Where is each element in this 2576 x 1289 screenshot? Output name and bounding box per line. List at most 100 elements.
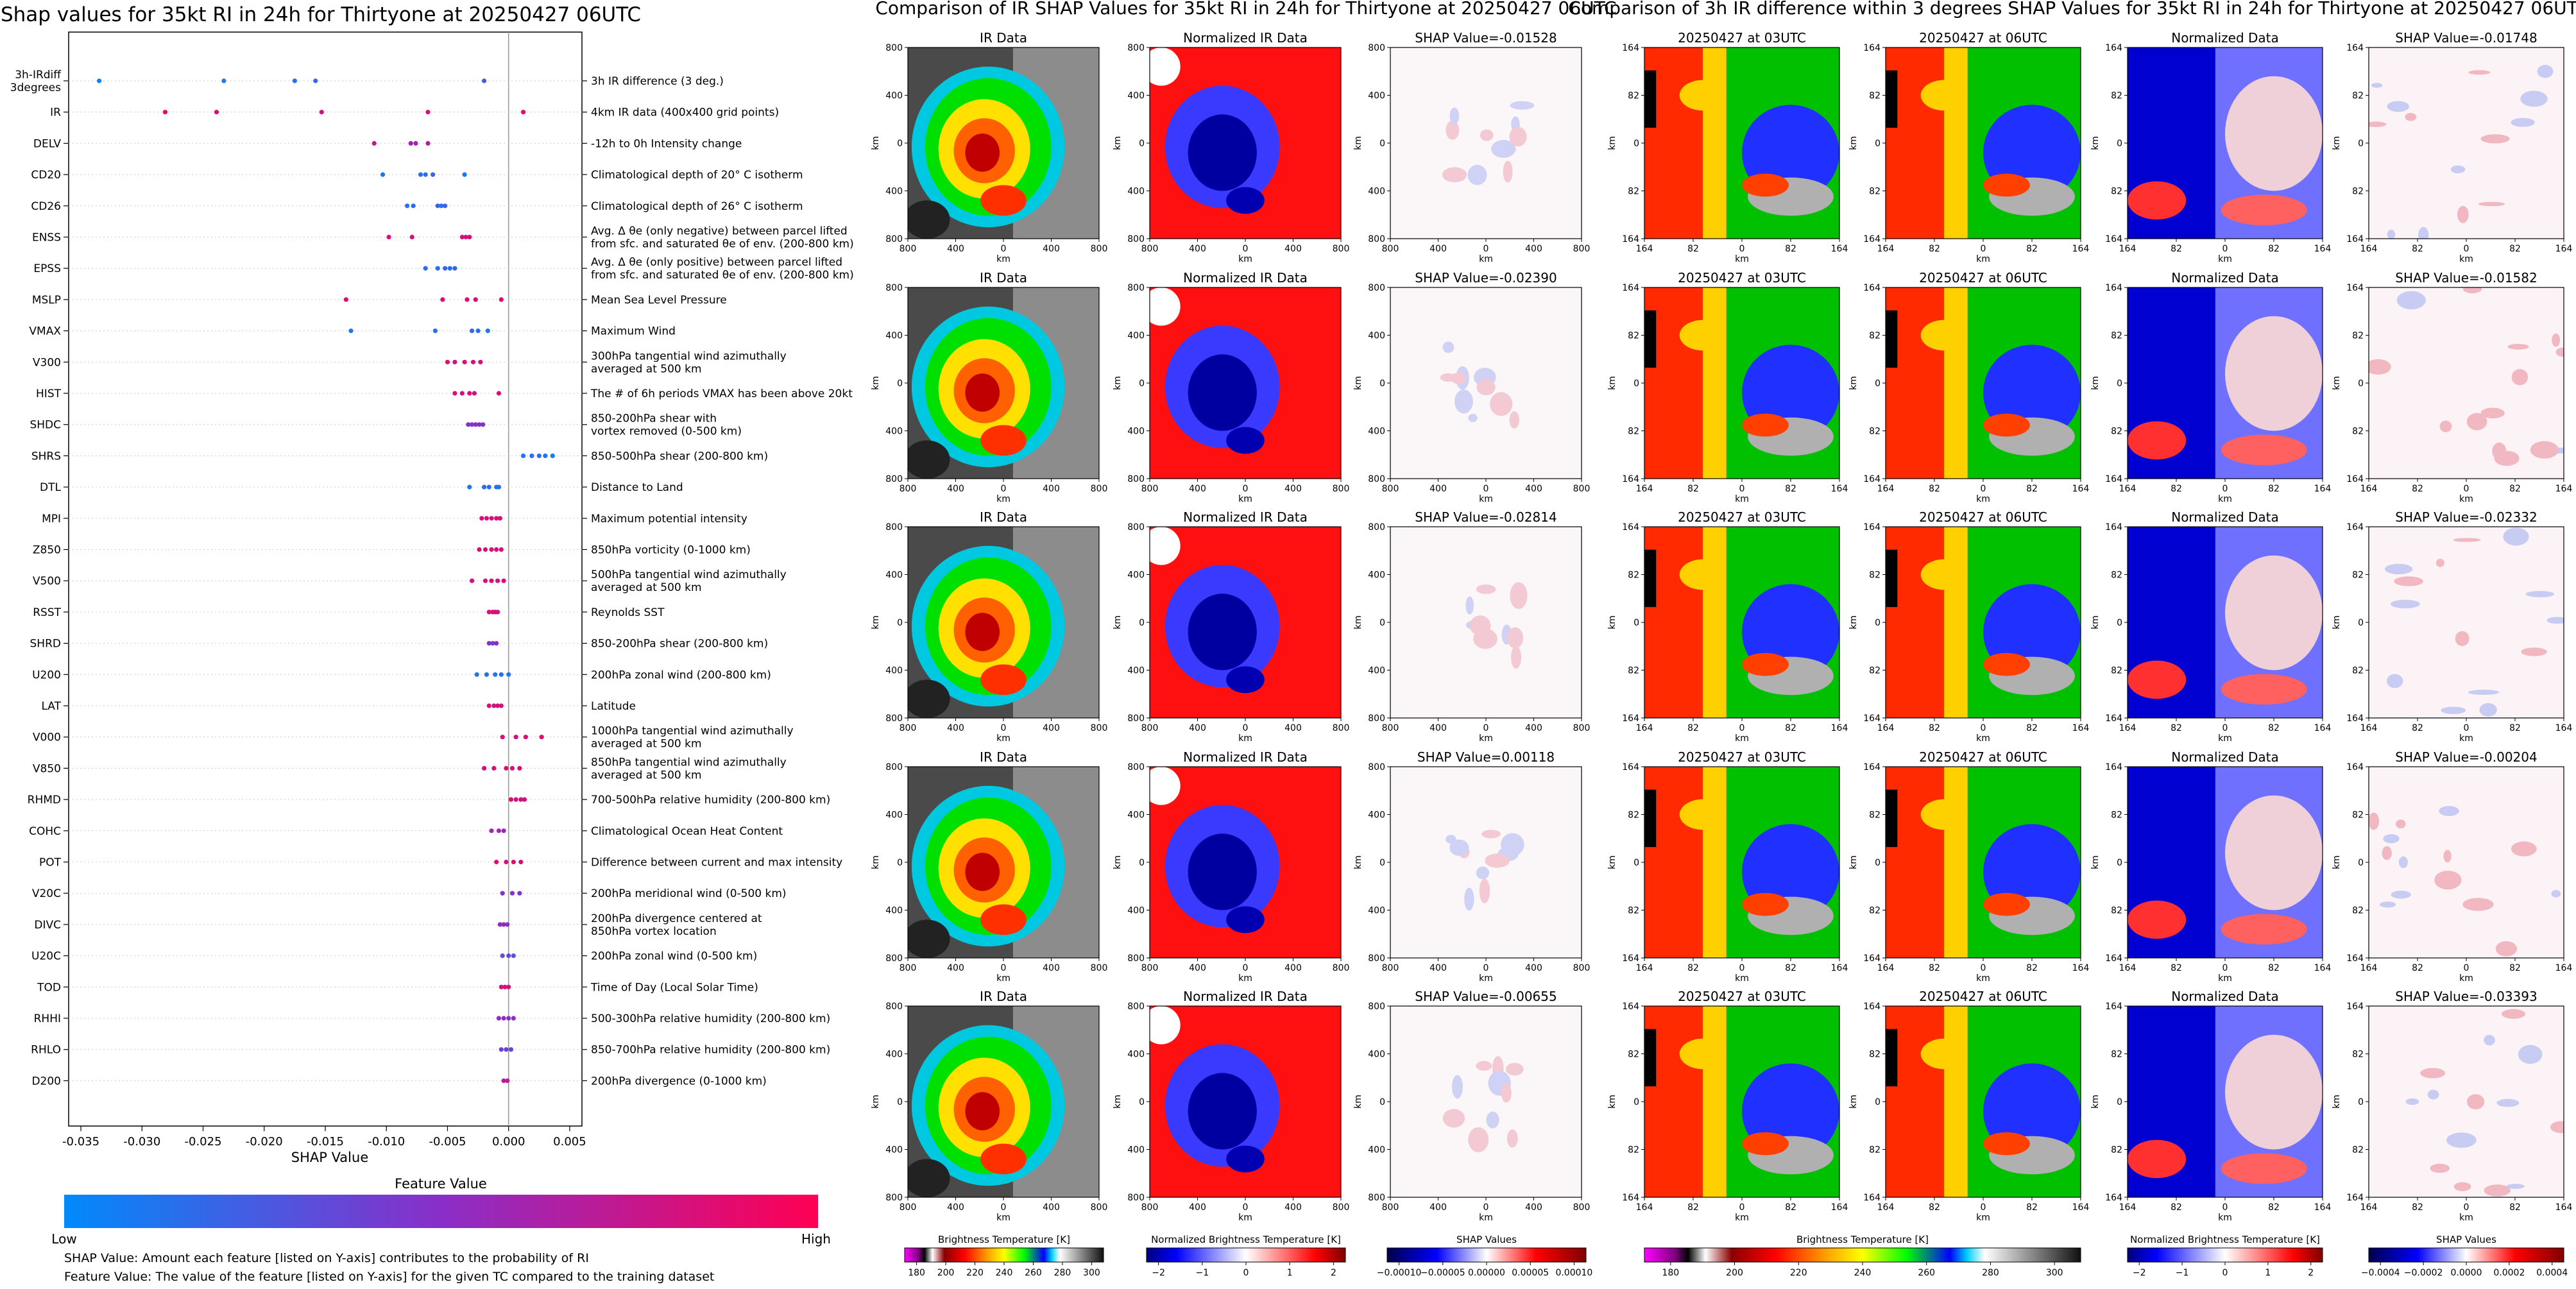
y-tick-label: 0 xyxy=(2117,1097,2122,1107)
x-tick-label: 0 xyxy=(1243,244,1249,254)
feature-code-label: MPI xyxy=(42,513,61,525)
feature-description-label: Reynolds SST xyxy=(591,606,665,619)
image-region xyxy=(2427,1089,2439,1100)
x-tick-label: 0 xyxy=(1001,484,1007,494)
y-tick-label: 800 xyxy=(1368,1193,1385,1203)
y-tick-label: 82 xyxy=(1628,810,1639,821)
feature-code-label: RHHI xyxy=(34,1012,61,1025)
image-region xyxy=(1742,892,1789,916)
image-region xyxy=(2479,703,2497,717)
shap-point xyxy=(486,641,491,646)
x-tick-label: 164 xyxy=(2555,1202,2573,1213)
panel-image xyxy=(1886,767,2081,958)
y-tick-label: 400 xyxy=(885,91,903,101)
colorbar-tick-label: 200 xyxy=(937,1268,955,1278)
x-tick-label: 82 xyxy=(2026,1202,2038,1213)
y-tick-label: 0 xyxy=(1379,858,1385,868)
x-tick-label: 800 xyxy=(900,963,917,973)
image-region xyxy=(2521,647,2547,656)
x-axis-label: km xyxy=(2459,1213,2473,1223)
feature-value-colorbar xyxy=(64,1195,818,1228)
panel-title: 20250427 at 03UTC xyxy=(1678,30,1806,46)
shap-point xyxy=(518,797,524,802)
colorbar-gradient xyxy=(904,1247,1104,1263)
x-tick-label: 0 xyxy=(1243,963,1249,973)
shap-point xyxy=(496,828,502,833)
y-tick-label: 800 xyxy=(1127,1193,1145,1203)
y-tick-label: 82 xyxy=(2111,1050,2122,1060)
y-tick-label: 164 xyxy=(1863,1193,1881,1203)
shap-point xyxy=(499,703,504,708)
image-region xyxy=(965,133,1000,172)
shap-point xyxy=(484,672,490,677)
feature-description-label: Difference between current and max inten… xyxy=(591,857,842,869)
y-tick-label: 82 xyxy=(2111,1145,2122,1156)
x-tick-label: 0 xyxy=(1739,963,1745,973)
shap-point xyxy=(513,735,518,740)
y-tick-label: 0 xyxy=(897,139,903,149)
shap-point xyxy=(513,797,518,802)
image-region xyxy=(1449,107,1460,125)
shap-point xyxy=(445,359,450,364)
y-tick-label: 0 xyxy=(1633,1097,1639,1107)
panel-title: 20250427 at 06UTC xyxy=(1919,30,2047,46)
image-region xyxy=(1886,70,1898,128)
image-region xyxy=(1703,527,1727,718)
image-region xyxy=(1920,1038,1968,1070)
y-axis-label: km xyxy=(2090,615,2101,629)
y-tick-label: 400 xyxy=(885,666,903,676)
y-tick-label: 82 xyxy=(1869,91,1881,101)
x-axis-label: km xyxy=(1479,733,1493,744)
x-tick-label: 82 xyxy=(1929,484,1940,494)
y-tick-label: 82 xyxy=(2352,1145,2364,1156)
x-tick-label: 400 xyxy=(1284,244,1302,254)
image-region xyxy=(2369,47,2564,239)
image-region xyxy=(1188,593,1257,670)
shap-point xyxy=(494,859,499,865)
y-tick-label: 0 xyxy=(1633,618,1639,628)
image-region xyxy=(1491,140,1516,158)
image-region xyxy=(2128,1140,2187,1179)
feature-code-label: ENSS xyxy=(32,232,61,244)
shap-point xyxy=(292,78,297,83)
x-tick-label: 0 xyxy=(1483,484,1489,494)
x-tick-label: 82 xyxy=(2026,963,2038,973)
panel-title: SHAP Value=-0.01582 xyxy=(2395,270,2537,286)
y-tick-label: 164 xyxy=(2105,522,2122,533)
x-tick-label: 400 xyxy=(947,963,964,973)
y-axis-label: km xyxy=(1113,615,1123,629)
x-tick-label: 800 xyxy=(1573,723,1591,733)
shap-point xyxy=(491,703,497,708)
shap-point xyxy=(479,516,484,521)
y-tick-label: 164 xyxy=(1622,474,1639,484)
shap-point xyxy=(452,266,457,271)
colorbar: Brightness Temperature [K] 180 200 220 240 26… xyxy=(1644,1234,2081,1278)
y-axis-label: km xyxy=(871,136,881,150)
y-axis-label: km xyxy=(2090,855,2101,869)
y-tick-label: 0 xyxy=(1875,858,1881,868)
y-axis-label: km xyxy=(1607,855,1617,869)
y-tick-label: 164 xyxy=(2105,234,2122,244)
colorbar-gradient xyxy=(2127,1247,2323,1263)
shap-point xyxy=(452,391,457,396)
x-tick-label: 82 xyxy=(2171,244,2182,254)
image-region xyxy=(1476,1061,1492,1071)
image-region xyxy=(1490,392,1513,416)
image-panel: 20250427 at 06UTC1641648282008282164164k… xyxy=(1848,989,2089,1223)
y-tick-label: 400 xyxy=(1127,91,1145,101)
x-tick-label: 800 xyxy=(1141,723,1159,733)
feature-row: RHMD 700-500hPa relative humidity (200-80… xyxy=(28,794,831,807)
x-tick-label: 400 xyxy=(1429,244,1447,254)
low-label: Low xyxy=(51,1231,76,1247)
shap-point xyxy=(501,578,506,583)
shap-point xyxy=(459,234,465,240)
x-tick-label: 400 xyxy=(1189,723,1206,733)
y-tick-label: 164 xyxy=(2346,953,2364,964)
feature-row: SHRD 850-200hPa shear (200-800 km) xyxy=(30,638,769,651)
shap-point xyxy=(475,328,481,334)
feature-description-label: -12h to 0h Intensity change xyxy=(591,137,742,150)
x-tick-label: 82 xyxy=(2268,244,2280,254)
y-axis-label: km xyxy=(2090,376,2101,390)
y-tick-label: 164 xyxy=(2105,474,2122,484)
x-tick-label: 164 xyxy=(2555,963,2573,973)
